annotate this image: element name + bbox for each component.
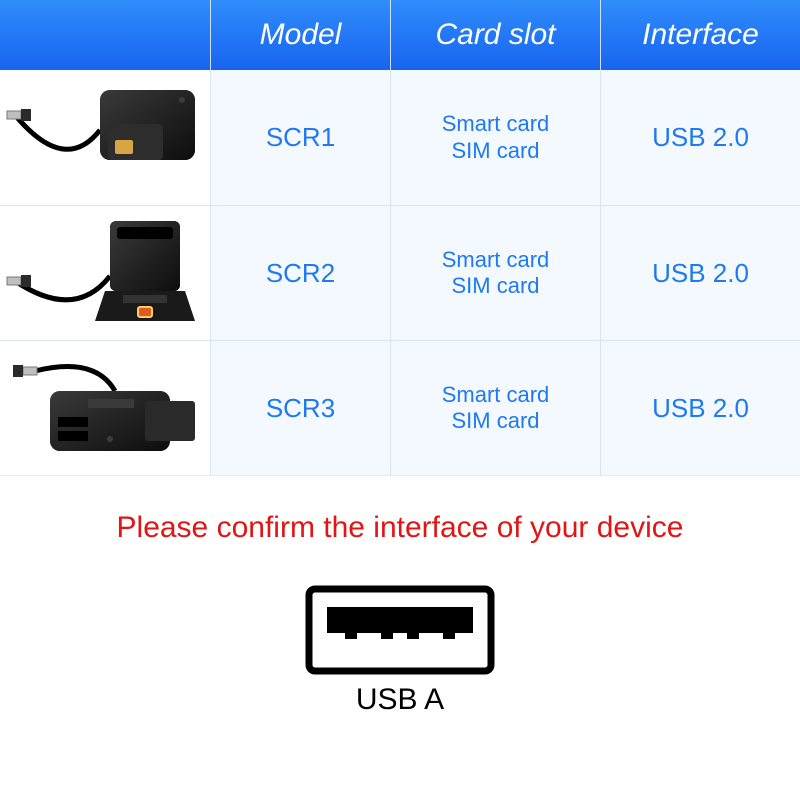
model-cell: SCR1 [210,70,390,205]
header-image-col [0,0,210,70]
card-slot-cell: Smart card SIM card [390,206,600,340]
scr1-icon [5,75,205,200]
header-card-slot: Card slot [390,0,600,70]
table-row: SCR3 Smart card SIM card USB 2.0 [0,340,800,475]
table-row: SCR1 Smart card SIM card USB 2.0 [0,70,800,205]
product-thumb-scr3 [0,341,210,475]
model-label: SCR2 [266,258,335,289]
interface-label: USB 2.0 [652,122,749,153]
page: Model Card slot Interface [0,0,800,800]
usb-label: USB A [356,683,444,717]
model-label: SCR1 [266,122,335,153]
product-thumb-scr2 [0,206,210,340]
card-slot-line2: SIM card [451,273,539,299]
card-slot-line1: Smart card [442,247,550,273]
header-interface: Interface [600,0,800,70]
interface-label: USB 2.0 [652,393,749,424]
model-cell: SCR2 [210,206,390,340]
header-model: Model [210,0,390,70]
model-cell: SCR3 [210,341,390,475]
card-slot-cell: Smart card SIM card [390,341,600,475]
table-row: SCR2 Smart card SIM card USB 2.0 [0,205,800,340]
scr2-icon [5,211,205,336]
notice-area: Please confirm the interface of your dev… [0,475,800,800]
card-slot-line1: Smart card [442,382,550,408]
scr3-icon [5,346,205,471]
model-label: SCR3 [266,393,335,424]
card-slot-line1: Smart card [442,111,550,137]
card-slot-line2: SIM card [451,138,539,164]
notice-text: Please confirm the interface of your dev… [117,511,684,545]
table-header: Model Card slot Interface [0,0,800,70]
interface-cell: USB 2.0 [600,206,800,340]
interface-cell: USB 2.0 [600,341,800,475]
table-body: SCR1 Smart card SIM card USB 2.0 [0,70,800,475]
card-slot-cell: Smart card SIM card [390,70,600,205]
interface-cell: USB 2.0 [600,70,800,205]
product-thumb-scr1 [0,70,210,205]
usb-port-diagram: USB A [305,585,495,717]
interface-label: USB 2.0 [652,258,749,289]
usb-a-icon [305,585,495,675]
card-slot-line2: SIM card [451,408,539,434]
